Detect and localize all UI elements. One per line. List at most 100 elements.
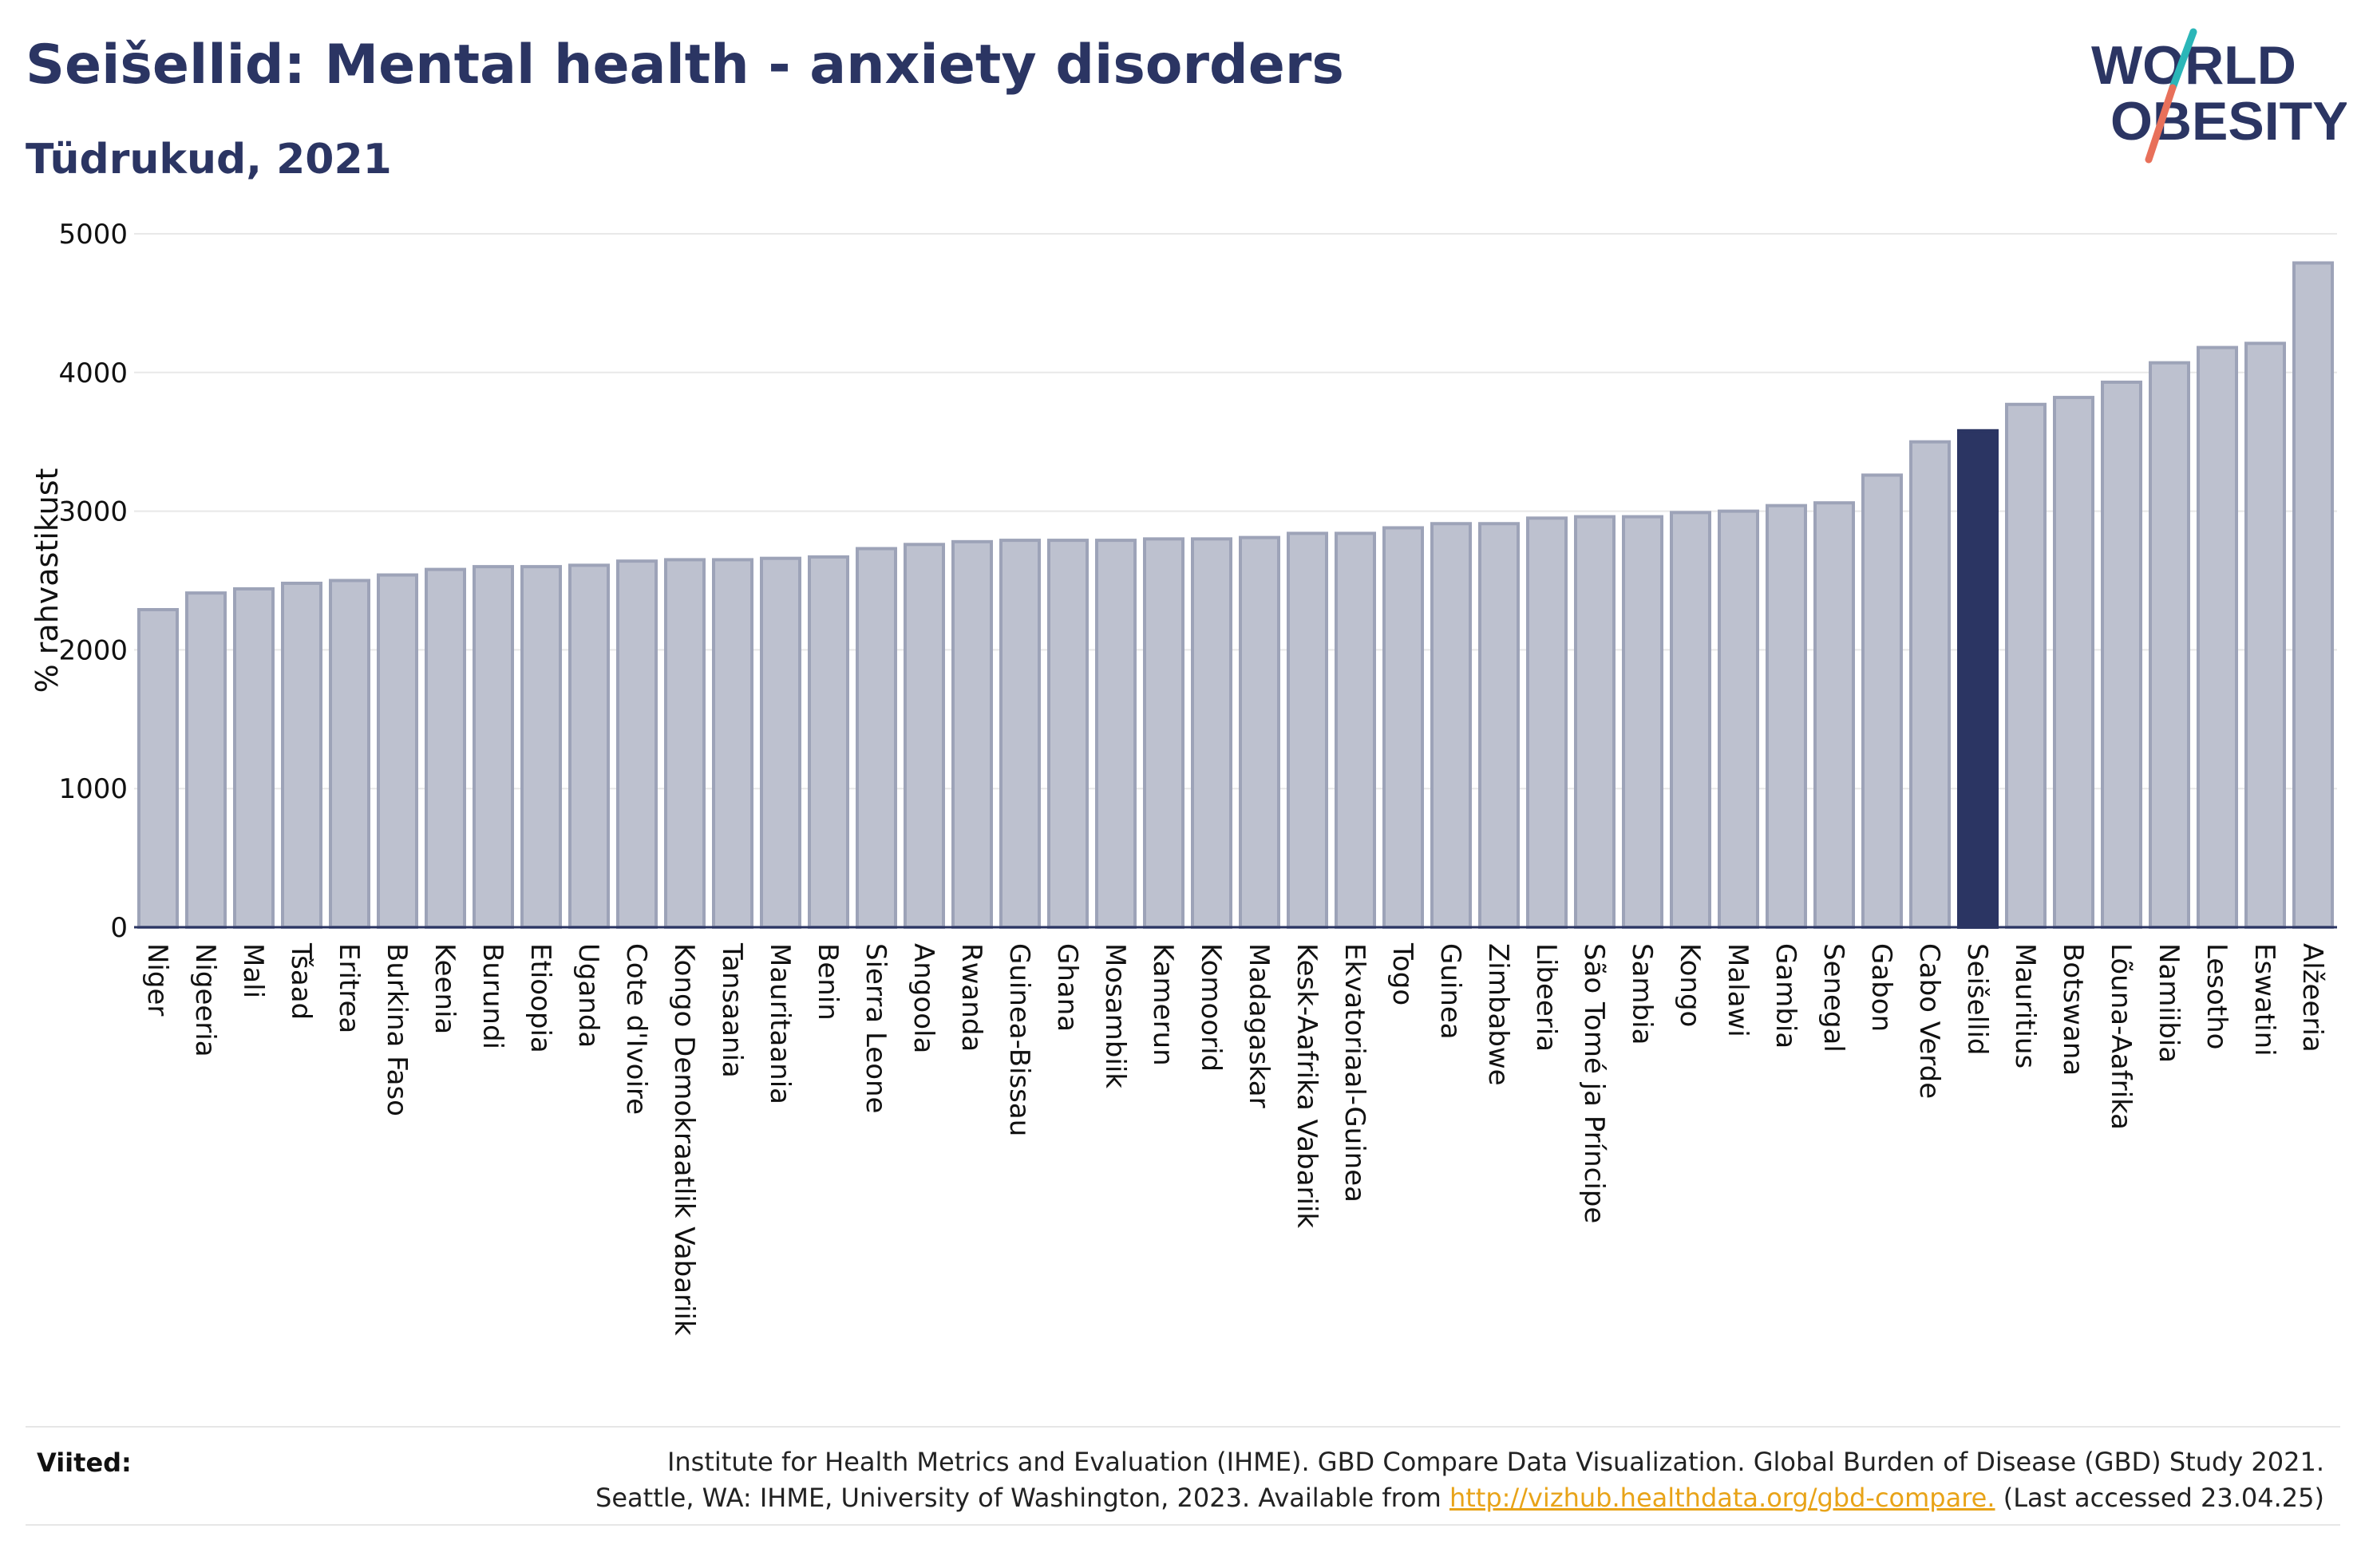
bar — [1095, 539, 1137, 930]
bar — [1430, 522, 1472, 929]
bar-chart: 0 1000 2000 3000 4000 5000 % rahvastikust Niger… — [30, 219, 2337, 1336]
x-tick-label: Lõuna-Aafrika — [2105, 943, 2137, 1130]
footer-sources-label: Viited: — [37, 1448, 132, 1478]
x-tick-label: Ghana — [1051, 943, 1083, 1032]
bar — [1526, 516, 1568, 929]
x-tick-label: Libeeria — [1530, 943, 1562, 1052]
bar — [712, 558, 753, 929]
logo-slash-coral — [2145, 84, 2177, 164]
bar — [2053, 396, 2094, 930]
footer-line1: Institute for Health Metrics and Evaluat… — [666, 1447, 2324, 1477]
x-tick-label: Namiibia — [2153, 943, 2185, 1063]
x-tick-label: Ekvatoriaal-Guinea — [1339, 943, 1370, 1203]
x-tick-label: Eritrea — [333, 943, 365, 1033]
x-tick-label: Cote d'Ivoire — [620, 943, 652, 1115]
chart-title: Seišellid: Mental health - anxiety disor… — [26, 34, 1344, 97]
x-tick-label: Gambia — [1770, 943, 1801, 1049]
x-tick-label: Botswana — [2057, 943, 2089, 1076]
bar — [568, 563, 610, 930]
x-tick-label: Uganda — [572, 943, 604, 1048]
x-tick-label: Togo — [1386, 942, 1418, 1005]
x-tick-label: São Tomé ja Príncipe — [1578, 943, 1610, 1223]
bar — [904, 543, 945, 929]
bar — [1047, 539, 1089, 930]
x-tick-label: Gabon — [1865, 943, 1897, 1032]
bar — [616, 559, 658, 930]
x-tick-label: Benin — [812, 943, 844, 1021]
bar — [1191, 537, 1232, 929]
bar — [1670, 511, 1711, 929]
bar — [1574, 515, 1616, 929]
logo-slash-teal — [2169, 28, 2197, 92]
x-tick-label: Cabo Verde — [1913, 943, 1945, 1099]
bar — [2101, 380, 2142, 929]
bar — [1766, 504, 1807, 929]
bar — [1813, 501, 1855, 929]
bar — [1909, 440, 1951, 929]
bar — [2005, 402, 2047, 929]
logo-line2: OBESITY — [2110, 91, 2347, 152]
bar — [520, 565, 562, 929]
x-tick-label: Sierra Leone — [860, 943, 892, 1113]
bar — [2244, 342, 2286, 929]
footer-line2: Seattle, WA: IHME, University of Washing… — [488, 1480, 2324, 1516]
footer-divider-bottom — [26, 1524, 2340, 1526]
x-tick-label: Sambia — [1626, 943, 1658, 1045]
x-tick-label: Malawi — [1722, 943, 1754, 1037]
y-tick-label: 3000 — [58, 496, 128, 528]
x-tick-label: Mauritaania — [764, 943, 796, 1104]
x-tick-label: Mosambiik — [1099, 943, 1131, 1088]
bar — [1382, 526, 1424, 929]
x-tick-label: Niger — [141, 943, 173, 1016]
y-tick-label: 0 — [110, 912, 128, 944]
bar — [233, 587, 275, 929]
bar — [473, 565, 514, 929]
x-tick-label: Guinea — [1434, 943, 1466, 1040]
chart-subtitle: Tüdrukud, 2021 — [26, 136, 392, 184]
bar — [1287, 531, 1328, 930]
bar — [2197, 346, 2238, 929]
bar — [1957, 429, 1999, 929]
bar — [425, 567, 466, 929]
y-tick-label: 5000 — [58, 219, 128, 251]
x-tick-label: Kamerun — [1147, 943, 1179, 1066]
bar — [1718, 509, 1759, 929]
bar — [1478, 522, 1520, 929]
x-tick-label: Madagaskar — [1243, 943, 1275, 1108]
x-tick-label: Nigeeria — [189, 943, 221, 1057]
bar — [1335, 531, 1376, 930]
bar — [808, 555, 849, 929]
bar — [999, 539, 1041, 930]
bar — [2149, 361, 2190, 930]
bar — [856, 547, 897, 929]
x-tick-label: Guinea-Bissau — [1003, 943, 1035, 1136]
footer-sources-text: Institute for Health Metrics and Evaluat… — [488, 1444, 2324, 1516]
footer-divider-top — [26, 1426, 2340, 1428]
bar — [1622, 515, 1663, 929]
bar — [1143, 537, 1184, 929]
x-tick-label: Zimbabwe — [1482, 943, 1514, 1086]
footer-line2-text: Seattle, WA: IHME, University of Washing… — [595, 1483, 1449, 1513]
bar — [281, 581, 322, 929]
y-axis-label: % rahvastikust — [30, 468, 65, 693]
logo-line1: WORLD — [2091, 35, 2296, 96]
x-tick-label: Tšaad — [285, 942, 317, 1020]
y-tick-label: 4000 — [58, 357, 128, 389]
x-tick-label: Tansaania — [716, 942, 748, 1078]
x-tick-label: Kongo — [1674, 943, 1706, 1027]
bar — [185, 591, 227, 930]
y-tick-label: 1000 — [58, 773, 128, 805]
x-tick-label: Eswatini — [2248, 943, 2280, 1057]
x-tick-label: Burkina Faso — [381, 943, 413, 1116]
source-link[interactable]: http://vizhub.healthdata.org/gbd-compare… — [1449, 1483, 1995, 1513]
x-tick-label: Mauritius — [2009, 943, 2041, 1068]
y-tick-label: 2000 — [58, 634, 128, 666]
bar — [951, 539, 993, 929]
bar — [664, 558, 706, 929]
x-tick-label: Etioopia — [524, 943, 556, 1053]
x-tick-label: Burundi — [477, 943, 508, 1049]
world-obesity-logo: WORLD OBESITY — [2091, 28, 2347, 164]
x-tick-label: Keenia — [429, 943, 461, 1034]
x-tick-label: Rwanda — [955, 943, 987, 1052]
x-tick-label: Seišellid — [1961, 943, 1993, 1056]
